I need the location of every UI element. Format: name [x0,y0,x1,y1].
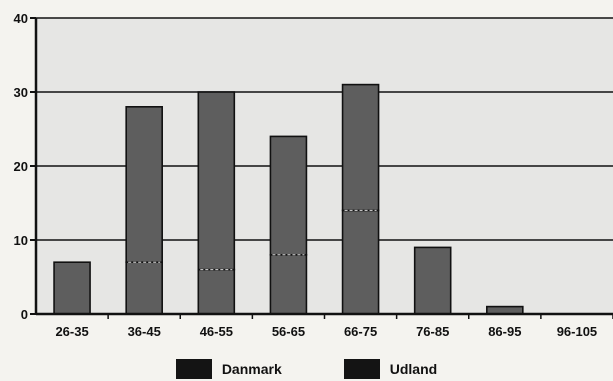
bar-danmark-36-45 [125,261,163,315]
bar-danmark-46-55 [197,268,236,315]
bar-udland-56-65 [269,135,308,256]
legend-label-danmark: Danmark [221,360,282,377]
bars [53,83,524,315]
bar-udland-46-55 [197,91,236,271]
x-tick-label-46-55: 46-55 [200,324,233,339]
bar-udland-66-75 [341,83,380,212]
x-tick-label-36-45: 36-45 [128,324,161,339]
bar-udland-36-45 [125,106,163,263]
y-tick-label-30: 30 [14,85,28,100]
legend-item-danmark: Danmark [175,358,282,379]
legend-label-udland: Udland [389,360,438,377]
y-tick-label-20: 20 [14,159,28,174]
x-tick-label-56-65: 56-65 [272,324,305,339]
y-ticks: 0 10 20 30 40 [14,11,36,322]
legend: Danmark Udland [0,356,613,381]
legend-swatch-danmark [175,358,212,379]
bar-danmark-66-75 [341,209,380,315]
y-tick-label-10: 10 [14,233,28,248]
x-tick-label-96-105: 96-105 [557,324,597,339]
y-tick-label-0: 0 [21,307,28,322]
bar-danmark-26-35 [53,261,91,315]
bar-danmark-56-65 [269,254,308,315]
x-tick-label-66-75: 66-75 [344,324,377,339]
legend-swatch-udland [343,358,380,379]
bar-danmark-76-85 [413,246,452,315]
x-ticks: 26-35 36-45 46-55 56-65 66-75 76-85 86-95 96-10… [55,314,613,339]
x-tick-label-26-35: 26-35 [55,324,88,339]
x-tick-label-76-85: 76-85 [416,324,449,339]
x-tick-label-86-95: 86-95 [488,324,521,339]
y-tick-label-40: 40 [14,11,28,26]
legend-item-udland: Udland [343,358,438,379]
